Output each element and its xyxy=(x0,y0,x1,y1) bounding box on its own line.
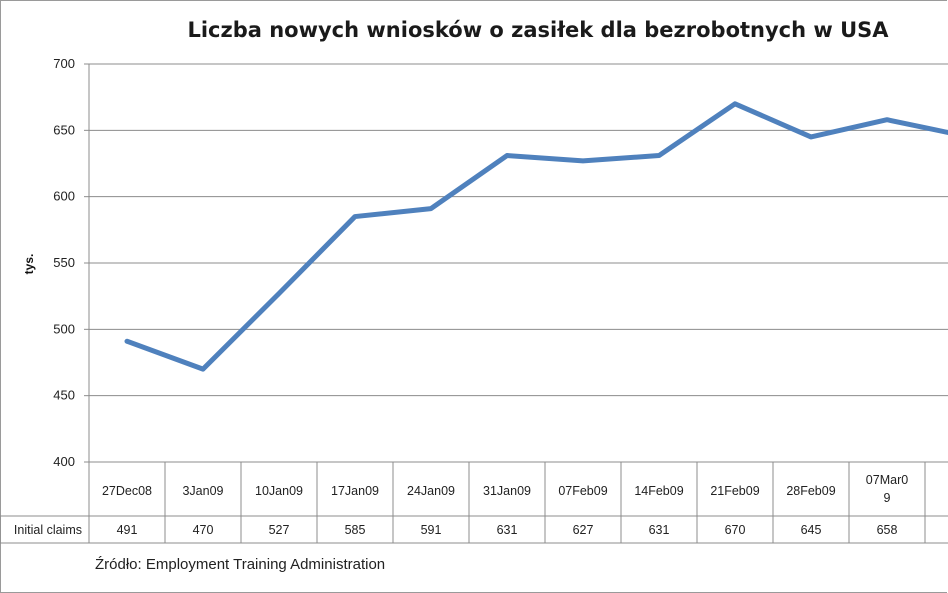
chart-title: Liczba nowych wniosków o zasiłek dla bez… xyxy=(187,18,889,42)
y-tick-label-400: 400 xyxy=(53,454,75,469)
table-value-cell: 591 xyxy=(421,523,442,537)
x-category-label: 14Feb09 xyxy=(634,484,683,498)
x-category-label: 28Feb09 xyxy=(786,484,835,498)
table-value-cell: 631 xyxy=(497,523,518,537)
table-value-cell: 491 xyxy=(117,523,138,537)
y-axis-label: tys. xyxy=(22,254,36,275)
x-category-label: 31Jan09 xyxy=(483,484,531,498)
y-tick-label-550: 550 xyxy=(53,255,75,270)
x-category-label: 27Dec08 xyxy=(102,484,152,498)
y-tick-label-650: 650 xyxy=(53,122,75,137)
x-category-label: 21Feb09 xyxy=(710,484,759,498)
table-value-cell: 527 xyxy=(269,523,290,537)
table-value-cell: 585 xyxy=(345,523,366,537)
table-value-cell: 670 xyxy=(725,523,746,537)
table-value-cell: 627 xyxy=(573,523,594,537)
x-category-label: 10Jan09 xyxy=(255,484,303,498)
y-tick-label-700: 700 xyxy=(53,56,75,71)
y-tick-label-600: 600 xyxy=(53,189,75,204)
y-tick-label-450: 450 xyxy=(53,388,75,403)
series-line-initial-claims xyxy=(124,101,948,372)
x-category-label: 3Jan09 xyxy=(182,484,223,498)
series-name-cell: Initial claims xyxy=(14,523,82,537)
x-category-label: 9 xyxy=(884,491,891,505)
y-tick-label-500: 500 xyxy=(53,321,75,336)
table-value-cell: 631 xyxy=(649,523,670,537)
x-category-label: 17Jan09 xyxy=(331,484,379,498)
x-category-label: 07Mar0 xyxy=(866,473,908,487)
x-category-label: 24Jan09 xyxy=(407,484,455,498)
x-category-label: 07Feb09 xyxy=(558,484,607,498)
source-note: Źródło: Employment Training Administrati… xyxy=(95,556,386,573)
table-value-cell: 658 xyxy=(877,523,898,537)
table-value-cell: 470 xyxy=(193,523,214,537)
table-value-cell: 645 xyxy=(801,523,822,537)
